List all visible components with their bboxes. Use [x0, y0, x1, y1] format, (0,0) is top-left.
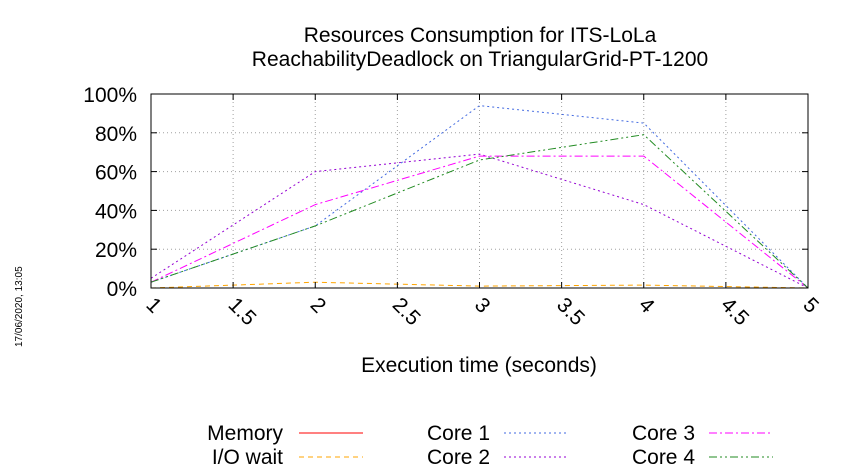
x-tick-label: 2.5 [388, 293, 425, 330]
x-tick-label: 5 [798, 293, 823, 318]
x-tick-label: 4.5 [716, 293, 753, 330]
timestamp-label: 17/06/2020, 13:05 [14, 266, 25, 347]
y-tick-label: 80% [95, 123, 137, 146]
x-axis-label: Execution time (seconds) [361, 354, 597, 377]
y-tick-label: 0% [107, 278, 137, 301]
series-line-core-3 [150, 155, 809, 289]
x-tick-label: 1 [141, 293, 166, 318]
y-tick-label: 100% [83, 84, 137, 107]
x-tick-label: 2 [306, 293, 331, 318]
series-line-core-1 [150, 105, 809, 289]
y-tick-label: 60% [95, 162, 137, 185]
legend-label-i-o-wait: I/O wait [212, 446, 283, 469]
legend-label-memory: Memory [207, 422, 283, 445]
grid-lines [151, 94, 808, 288]
y-tick-label: 20% [95, 239, 137, 262]
chart-title-line-1: Resources Consumption for ITS-LoLa [304, 24, 657, 47]
series-line-core-2 [150, 153, 809, 289]
y-tick-label: 40% [95, 200, 137, 223]
x-tick-label: 1.5 [224, 293, 261, 330]
x-tick-label: 3.5 [552, 293, 589, 330]
legend-label-core-3: Core 3 [632, 422, 695, 445]
chart-title-line-2: ReachabilityDeadlock on TriangularGrid-P… [252, 48, 708, 71]
legend-label-core-4: Core 4 [632, 446, 695, 469]
legend-label-core-2: Core 2 [427, 446, 490, 469]
x-tick-label: 3 [470, 293, 495, 318]
axis-ticks: 0% 20% 40% 60% 80% 100% 1 1.5 2 2.5 3 3.5 4 4.5 5 [83, 84, 823, 330]
x-tick-label: 4 [634, 293, 659, 318]
series-line-core-4 [150, 134, 809, 289]
legend-label-core-1: Core 1 [427, 422, 490, 445]
